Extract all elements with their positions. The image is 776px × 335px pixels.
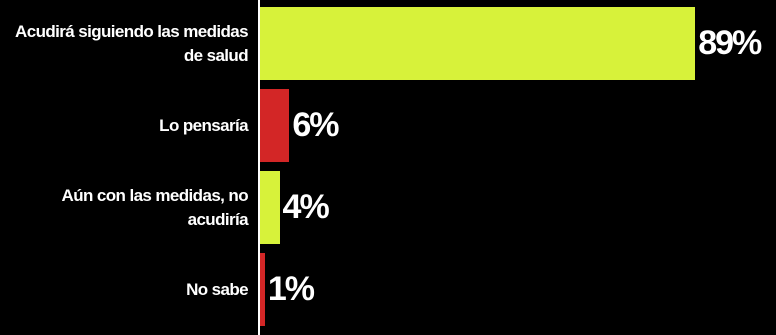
value-label: 1% xyxy=(267,270,315,308)
category-label: Acudirá siguiendo las medidas de salud xyxy=(15,21,249,65)
bar xyxy=(260,7,696,80)
category-label: Aún con las medidas, no acudiría xyxy=(61,185,249,229)
category-label: No sabe xyxy=(186,279,249,299)
value-label: 6% xyxy=(292,106,339,144)
bar xyxy=(260,171,280,244)
value-label: 4% xyxy=(282,188,330,226)
bar xyxy=(260,253,265,326)
category-label: Lo pensaría xyxy=(159,115,248,135)
value-label: 89% xyxy=(698,24,762,62)
axis-line xyxy=(258,0,260,335)
bar xyxy=(260,89,290,162)
